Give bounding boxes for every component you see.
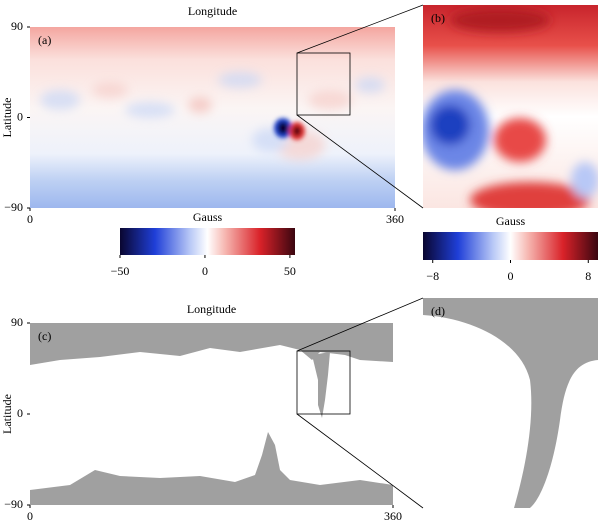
panel-label: (d)	[431, 304, 445, 318]
colorbar-tick-label: −50	[111, 264, 130, 278]
x-axis-title: Longitude	[188, 4, 237, 18]
panel-label: (c)	[38, 329, 51, 343]
panel-label: (b)	[431, 11, 445, 25]
field-zoom	[423, 5, 598, 208]
y-axis-title: Latitude	[0, 98, 14, 138]
x-tick-label: 360	[384, 509, 402, 523]
mask-region	[312, 352, 330, 418]
mask-region	[423, 298, 598, 508]
y-tick-label: 90	[11, 315, 23, 329]
colorbar	[120, 228, 295, 255]
colorbar-tick-label: 8	[585, 269, 591, 283]
colorbar	[423, 232, 598, 260]
x-tick-label: 360	[386, 212, 404, 226]
field-map	[30, 27, 395, 208]
x-tick-label: 0	[27, 212, 33, 226]
y-axis-title: Latitude	[0, 394, 14, 434]
zoom-indicator	[296, 4, 424, 509]
panel-label: (a)	[38, 33, 51, 47]
colorbar-title: Gauss	[496, 214, 526, 228]
colorbar-tick-label: 0	[508, 269, 514, 283]
y-tick-label: 0	[17, 109, 23, 123]
y-tick-label: −90	[4, 200, 23, 214]
x-tick-label: 0	[27, 509, 33, 523]
colorbar-tick-label: 50	[284, 264, 296, 278]
mask-region	[30, 345, 393, 490]
colorbar-title: Gauss	[193, 210, 223, 224]
y-tick-label: −90	[4, 497, 23, 511]
y-tick-label: 0	[17, 406, 23, 420]
colorbar-tick-label: 0	[202, 264, 208, 278]
colorbar-tick-label: −8	[426, 269, 439, 283]
y-tick-label: 90	[11, 19, 23, 33]
x-axis-title: Longitude	[187, 302, 236, 316]
